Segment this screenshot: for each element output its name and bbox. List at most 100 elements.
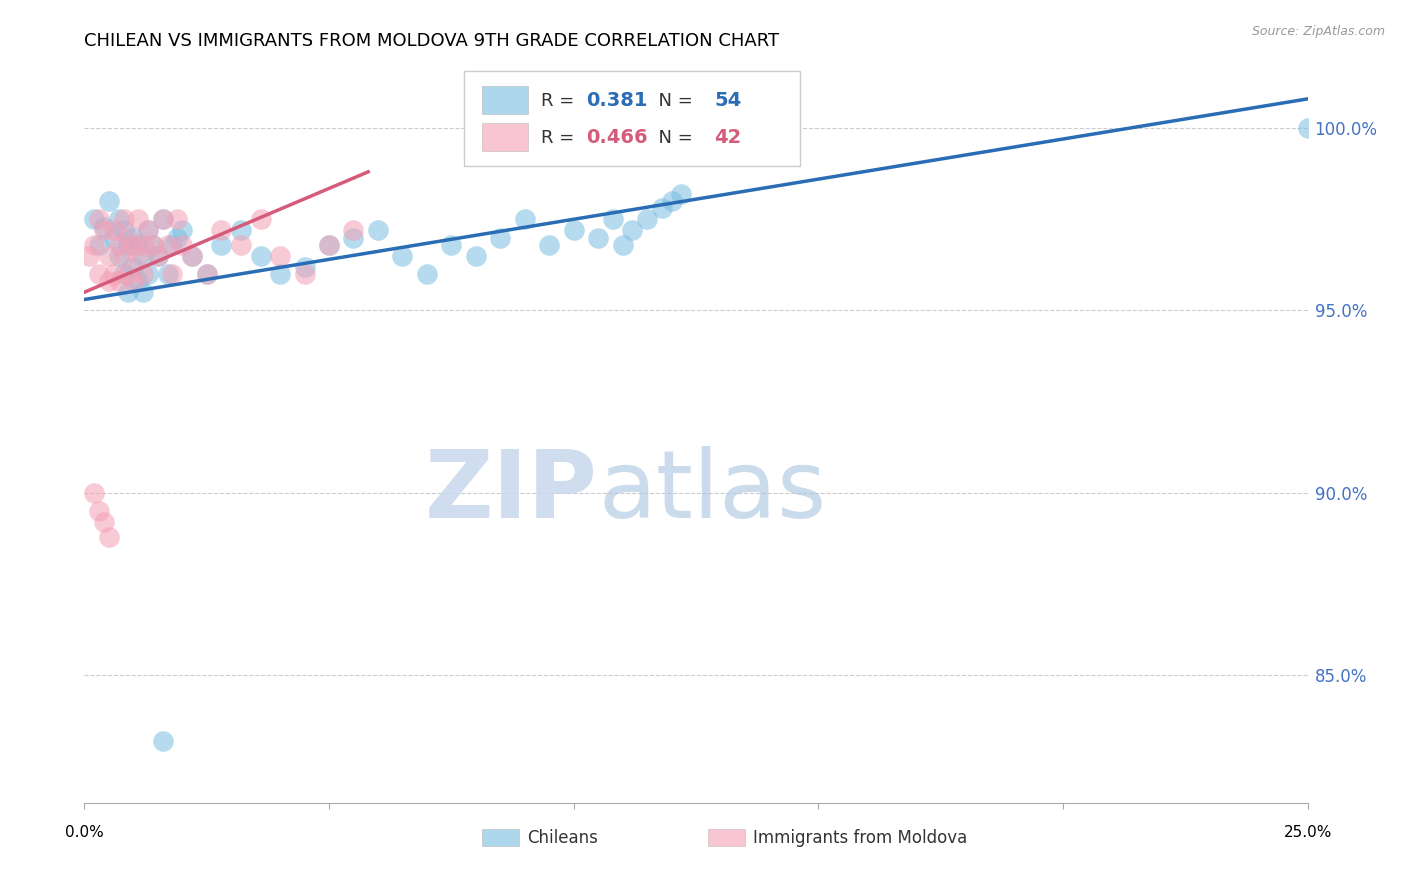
Text: ZIP: ZIP (425, 446, 598, 538)
Point (112, 223, 135, 237)
Point (112, 267, 135, 281)
Point (269, 249, 291, 263)
Point (127, 212, 149, 227)
Text: N =: N = (647, 92, 699, 110)
Point (489, 230, 512, 244)
Point (122, 237, 145, 252)
Point (112, 249, 135, 263)
Point (181, 249, 204, 263)
Point (391, 249, 413, 263)
Point (132, 267, 155, 281)
Point (103, 230, 125, 244)
Point (127, 249, 149, 263)
Point (93, 219, 115, 234)
Point (172, 223, 194, 237)
Point (136, 223, 159, 237)
Point (97, 249, 120, 263)
Point (249, 212, 271, 227)
Point (342, 230, 364, 244)
Point (136, 223, 159, 237)
Point (97, 194, 120, 208)
Point (103, 223, 125, 237)
Text: 54: 54 (714, 92, 741, 111)
Text: 42: 42 (714, 128, 741, 147)
Point (146, 249, 169, 263)
Point (209, 237, 232, 252)
Point (636, 212, 658, 227)
Point (107, 212, 129, 227)
Text: atlas: atlas (598, 446, 827, 538)
Point (127, 274, 149, 288)
Point (83, 237, 105, 252)
Point (671, 186, 693, 201)
Text: 0.381: 0.381 (586, 92, 647, 111)
FancyBboxPatch shape (709, 830, 745, 846)
Point (87, 212, 110, 227)
Point (269, 267, 291, 281)
Point (87, 237, 110, 252)
Point (87, 504, 110, 518)
Point (586, 230, 609, 244)
Point (107, 274, 129, 288)
Point (152, 212, 174, 227)
Point (209, 223, 232, 237)
Point (97, 530, 120, 544)
Point (1296, 121, 1319, 136)
Point (152, 212, 174, 227)
Point (103, 267, 125, 281)
Point (122, 274, 145, 288)
Point (107, 249, 129, 263)
Point (132, 249, 155, 263)
Point (132, 285, 155, 300)
Point (342, 223, 364, 237)
Point (562, 223, 585, 237)
FancyBboxPatch shape (482, 123, 529, 152)
Point (229, 223, 252, 237)
Text: N =: N = (647, 129, 699, 147)
Point (318, 237, 340, 252)
Point (156, 237, 179, 252)
FancyBboxPatch shape (482, 830, 519, 846)
Point (97, 274, 120, 288)
Point (107, 237, 129, 252)
Point (661, 194, 683, 208)
Point (77, 249, 100, 263)
FancyBboxPatch shape (464, 71, 800, 166)
Point (117, 267, 139, 281)
Point (513, 212, 536, 227)
Text: Chileans: Chileans (527, 829, 598, 847)
Text: 25.0%: 25.0% (1284, 825, 1331, 839)
Point (152, 733, 174, 747)
Point (132, 237, 155, 252)
Point (93, 223, 115, 237)
Point (181, 249, 204, 263)
Point (318, 237, 340, 252)
Point (195, 267, 218, 281)
Point (416, 267, 439, 281)
Point (229, 237, 252, 252)
Point (440, 237, 463, 252)
Point (142, 237, 165, 252)
Point (367, 223, 389, 237)
Point (538, 237, 561, 252)
Point (162, 267, 184, 281)
Point (146, 249, 169, 263)
Point (602, 212, 624, 227)
Point (166, 212, 188, 227)
Point (621, 223, 644, 237)
Point (294, 267, 316, 281)
Text: 0.0%: 0.0% (65, 825, 104, 839)
Point (117, 230, 139, 244)
Point (172, 237, 194, 252)
Point (93, 515, 115, 529)
Text: CHILEAN VS IMMIGRANTS FROM MOLDOVA 9TH GRADE CORRELATION CHART: CHILEAN VS IMMIGRANTS FROM MOLDOVA 9TH G… (84, 32, 779, 50)
Point (142, 237, 165, 252)
Point (651, 202, 673, 216)
Point (612, 237, 634, 252)
Point (122, 260, 145, 274)
Point (112, 212, 135, 227)
Point (117, 237, 139, 252)
Point (166, 230, 188, 244)
Point (195, 267, 218, 281)
Point (117, 285, 139, 300)
